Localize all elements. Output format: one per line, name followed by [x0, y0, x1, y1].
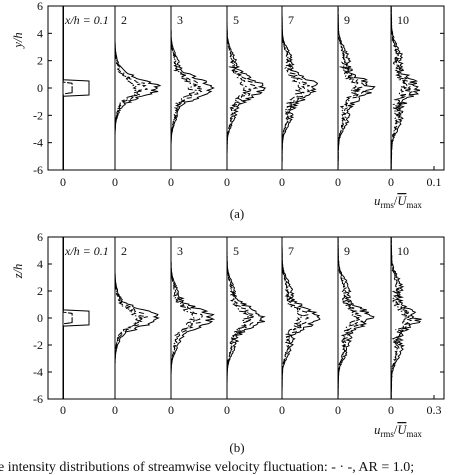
- x-tick-label: 0: [335, 175, 341, 189]
- y-tick-label: 0: [37, 81, 43, 95]
- series-line-solid: [170, 237, 216, 399]
- y-axis-label: y/h: [11, 32, 25, 49]
- series-line-dashed: [281, 237, 310, 399]
- station-label: 9: [344, 13, 350, 27]
- x-tick-label: 0: [279, 175, 285, 189]
- station-label: 10: [397, 13, 409, 27]
- station-label: 3: [177, 244, 183, 258]
- series-line-dashed: [62, 237, 73, 399]
- series-line-dashed: [114, 6, 148, 170]
- series-line-dashed: [62, 6, 73, 170]
- series-line-dash-dot: [114, 6, 141, 170]
- x-axis-label: urms/Umax: [374, 423, 422, 439]
- series-line-dashed: [226, 237, 256, 399]
- y-tick-label: 6: [37, 230, 43, 244]
- station-label: 5: [233, 13, 239, 27]
- series-line-dash-dot: [226, 237, 252, 399]
- series-line-dash-dot: [390, 6, 408, 170]
- series-line-dashed: [390, 6, 415, 171]
- y-tick-label: 4: [37, 26, 43, 40]
- x-tick-label: 0: [388, 403, 394, 417]
- series-line-dash-dot: [281, 6, 305, 170]
- panel-b: 6 4 2 0 -2 -4 -6 z/h 0 x/h = 0.1 0 2 0 3 0 5 0 7 0 9 0 10 0.3 u…: [11, 230, 445, 455]
- y-tick-label: -4: [33, 365, 43, 379]
- series-line-dashed: [281, 6, 310, 170]
- series-line-dash-dot: [170, 6, 198, 170]
- y-tick-label: 2: [37, 54, 43, 68]
- station-label: 7: [288, 244, 294, 258]
- x-tick-label: 0.3: [427, 403, 442, 417]
- series-line-dashed: [390, 236, 414, 399]
- series-line-dash-dot: [226, 6, 250, 170]
- series-line-solid: [281, 237, 321, 399]
- panel-a: 6 4 2 0 -2 -4 -6 y/h 0 x/h = 0.1 0 2 0 3 0 5 0 7 0 9 0 10 0.1 u…: [11, 0, 445, 221]
- series-line-solid: [114, 6, 162, 170]
- x-tick-label: 0: [335, 403, 341, 417]
- series-line-solid: [390, 236, 422, 399]
- series-line-dash-dot: [114, 237, 144, 399]
- station-label: 3: [177, 13, 183, 27]
- series-line-dashed: [337, 6, 366, 170]
- station-label: x/h = 0.1: [64, 13, 109, 27]
- x-tick-label: 0: [388, 175, 394, 189]
- x-tick-label: 0: [279, 403, 285, 417]
- x-tick-label: 0: [112, 175, 118, 189]
- y-tick-label: -6: [33, 163, 43, 177]
- station-label: 5: [233, 244, 239, 258]
- y-axis-label: z/h: [11, 264, 25, 280]
- x-tick-label: 0: [60, 403, 66, 417]
- series-line-solid: [63, 6, 90, 170]
- series-line-dashed: [337, 237, 364, 399]
- station-label: 2: [121, 244, 127, 258]
- series-line-dashed: [226, 6, 259, 170]
- x-tick-label: 0: [112, 403, 118, 417]
- series-line-dash-dot: [337, 237, 361, 399]
- y-tick-label: -6: [33, 392, 43, 406]
- series-line-solid: [170, 6, 215, 170]
- series-line-dash-dot: [62, 6, 73, 170]
- series-line-dashed: [170, 237, 203, 399]
- y-tick-label: 6: [37, 0, 43, 13]
- plot-frame: [47, 236, 445, 400]
- figure-caption: e intensity distributions of streamwise …: [0, 460, 414, 475]
- station-label: 7: [288, 13, 294, 27]
- series-line-dash-dot: [390, 237, 410, 399]
- x-tick-label: 0: [168, 175, 174, 189]
- panel-label: (b): [229, 440, 244, 455]
- station-label: x/h = 0.1: [64, 244, 109, 258]
- series-line-dash-dot: [62, 237, 73, 399]
- y-tick-label: 4: [37, 257, 43, 271]
- series-line-solid: [114, 237, 160, 399]
- y-tick-label: -4: [33, 136, 43, 150]
- y-tick-label: 2: [37, 284, 43, 298]
- y-tick-label: -2: [33, 338, 43, 352]
- series-line-solid: [226, 237, 266, 399]
- series-line-dash-dot: [170, 237, 198, 399]
- series-line-dash-dot: [337, 6, 361, 170]
- station-label: 10: [397, 244, 409, 258]
- series-line-solid: [337, 237, 375, 399]
- plot-frame: [47, 5, 445, 171]
- x-tick-label: 0: [224, 175, 230, 189]
- series-line-dashed: [170, 6, 203, 170]
- y-tick-label: -2: [33, 108, 43, 122]
- series-line-solid: [337, 6, 376, 170]
- series-line-solid: [63, 237, 90, 399]
- y-tick-label: 0: [37, 311, 43, 325]
- station-label: 2: [121, 13, 127, 27]
- station-label: 9: [344, 244, 350, 258]
- x-tick-label: 0: [60, 175, 66, 189]
- x-axis-label: urms/Umax: [374, 194, 422, 210]
- x-tick-label: 0.1: [427, 175, 442, 189]
- x-tick-label: 0: [168, 403, 174, 417]
- series-line-solid: [226, 6, 267, 170]
- series-line-dash-dot: [281, 237, 304, 399]
- panel-label: (a): [230, 206, 244, 221]
- x-tick-label: 0: [224, 403, 230, 417]
